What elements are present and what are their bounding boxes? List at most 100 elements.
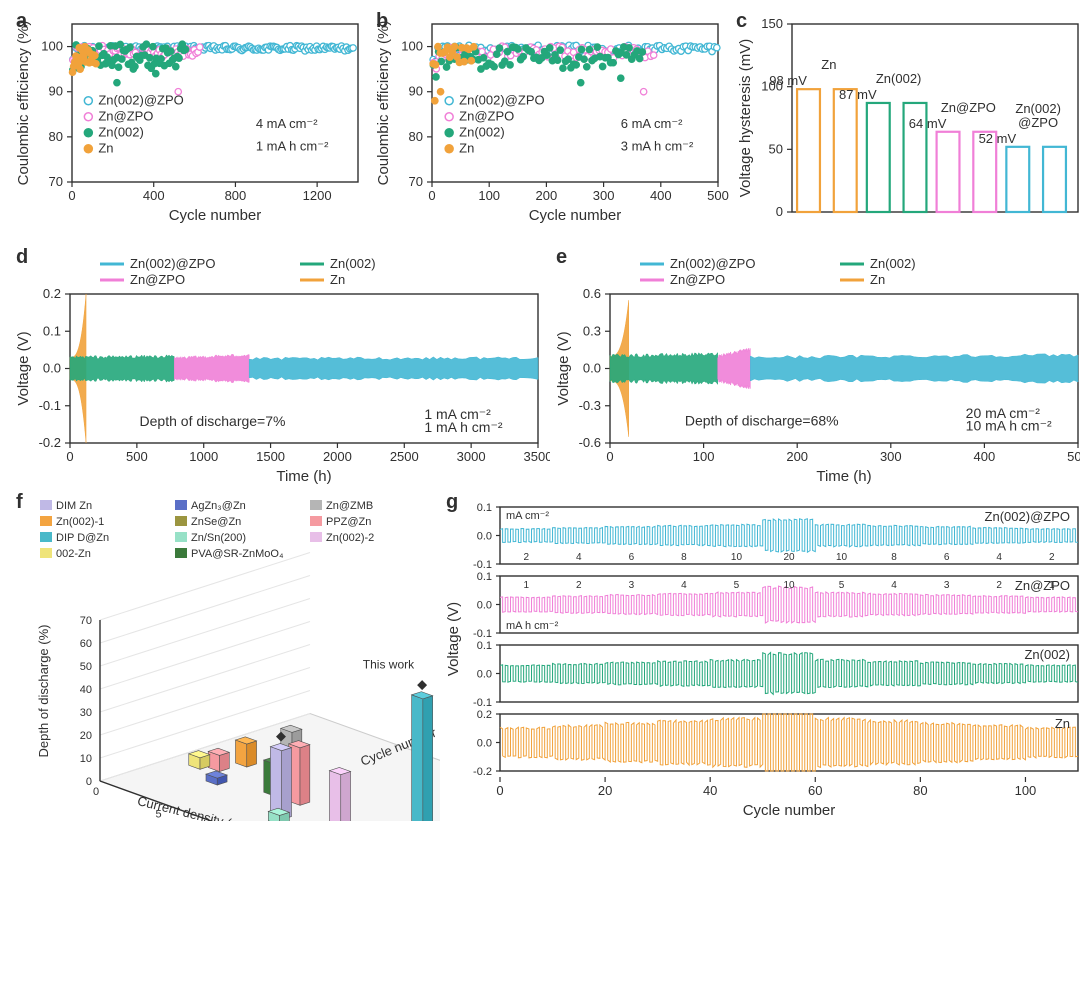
svg-text:DIP D@Zn: DIP D@Zn [56, 532, 109, 544]
svg-text:-0.3: -0.3 [579, 398, 601, 413]
svg-text:0.2: 0.2 [43, 286, 61, 301]
svg-text:Depth of discharge=68%: Depth of discharge=68% [685, 413, 839, 429]
panel-label: f [16, 491, 23, 514]
panel-label: d [16, 246, 28, 269]
svg-text:10 mA h cm⁻²: 10 mA h cm⁻² [966, 418, 1052, 434]
figure-grid: a04008001200708090100Cycle numberCoulomb… [10, 10, 1070, 246]
svg-text:100: 100 [693, 449, 715, 464]
svg-text:-0.2: -0.2 [39, 435, 61, 450]
svg-text:500: 500 [707, 188, 729, 203]
svg-text:800: 800 [225, 188, 247, 203]
svg-text:Zn: Zn [98, 141, 113, 156]
svg-text:-0.1: -0.1 [473, 628, 492, 640]
svg-text:1: 1 [523, 580, 529, 591]
svg-text:10: 10 [836, 552, 848, 563]
svg-text:Zn(002)@ZPO: Zn(002)@ZPO [98, 93, 183, 108]
svg-text:Zn: Zn [821, 57, 836, 72]
svg-text:80: 80 [49, 129, 63, 144]
svg-text:8: 8 [891, 552, 897, 563]
svg-text:mA cm⁻²: mA cm⁻² [506, 510, 549, 522]
svg-text:0.1: 0.1 [477, 502, 492, 514]
svg-text:PPZ@Zn: PPZ@Zn [326, 516, 371, 528]
svg-text:AgZn₃@Zn: AgZn₃@Zn [191, 500, 246, 512]
svg-text:Depth of discharge (%): Depth of discharge (%) [36, 625, 51, 758]
svg-text:4: 4 [681, 580, 687, 591]
svg-text:400: 400 [974, 449, 996, 464]
svg-text:20: 20 [783, 552, 795, 563]
svg-text:Zn: Zn [870, 272, 885, 287]
svg-text:Coulombic efficiency (%): Coulombic efficiency (%) [375, 21, 392, 186]
svg-text:Zn@ZPO: Zn@ZPO [1015, 578, 1070, 593]
svg-text:Zn: Zn [1055, 716, 1070, 731]
svg-text:DIM Zn: DIM Zn [56, 500, 92, 512]
svg-text:100: 100 [41, 39, 63, 54]
svg-text:This work: This work [363, 657, 415, 671]
panel-f: fDIM ZnAgZn₃@ZnZn@ZMBZn(002)-1ZnSe@ZnPPZ… [10, 491, 440, 821]
panel-label: a [16, 10, 27, 33]
svg-text:Zn: Zn [459, 141, 474, 156]
svg-text:0.0: 0.0 [43, 361, 61, 376]
svg-text:5: 5 [734, 580, 740, 591]
svg-text:1 mA h cm⁻²: 1 mA h cm⁻² [424, 419, 503, 435]
svg-text:0.1: 0.1 [477, 640, 492, 652]
svg-text:80: 80 [913, 783, 927, 798]
svg-text:5: 5 [839, 580, 845, 591]
svg-text:0.2: 0.2 [477, 709, 492, 721]
svg-text:-0.1: -0.1 [39, 398, 61, 413]
svg-text:400: 400 [143, 188, 165, 203]
svg-text:0.0: 0.0 [583, 361, 601, 376]
svg-text:3: 3 [629, 580, 635, 591]
svg-text:Zn@ZPO: Zn@ZPO [98, 109, 153, 124]
svg-text:◆: ◆ [276, 728, 286, 743]
svg-text:0: 0 [776, 204, 783, 219]
panel-c: c050100150Voltage hysteresis (mV)Zn98 mV… [730, 10, 1080, 230]
svg-text:@ZPO: @ZPO [1018, 115, 1058, 130]
svg-text:2500: 2500 [390, 449, 419, 464]
svg-text:70: 70 [49, 174, 63, 189]
svg-text:100: 100 [401, 39, 423, 54]
svg-text:8: 8 [681, 552, 687, 563]
svg-text:Voltage (V): Voltage (V) [445, 602, 462, 676]
svg-text:3000: 3000 [457, 449, 486, 464]
svg-text:-0.1: -0.1 [473, 559, 492, 571]
svg-text:-0.6: -0.6 [579, 435, 601, 450]
svg-text:Zn: Zn [330, 272, 345, 287]
svg-text:4: 4 [996, 552, 1002, 563]
svg-text:Zn(002): Zn(002) [98, 125, 144, 140]
svg-text:1200: 1200 [303, 188, 332, 203]
svg-text:200: 200 [786, 449, 808, 464]
svg-text:002-Zn: 002-Zn [56, 548, 91, 560]
panel-a: a04008001200708090100Cycle numberCoulomb… [10, 10, 370, 230]
svg-text:98 mV: 98 mV [769, 73, 807, 88]
svg-text:Zn@ZPO: Zn@ZPO [130, 272, 185, 287]
svg-text:10: 10 [731, 552, 743, 563]
svg-text:4 mA cm⁻²: 4 mA cm⁻² [256, 116, 318, 131]
svg-text:0.1: 0.1 [477, 571, 492, 583]
svg-text:52 mV: 52 mV [979, 131, 1017, 146]
svg-text:Zn(002): Zn(002) [876, 71, 922, 86]
svg-text:3 mA h cm⁻²: 3 mA h cm⁻² [621, 138, 694, 153]
svg-text:4: 4 [891, 580, 897, 591]
svg-text:0.0: 0.0 [477, 531, 492, 543]
svg-text:2: 2 [576, 580, 582, 591]
svg-text:150: 150 [761, 16, 783, 31]
svg-text:mA h cm⁻²: mA h cm⁻² [506, 620, 559, 632]
svg-text:Depth of discharge=7%: Depth of discharge=7% [140, 413, 286, 429]
svg-text:-0.2: -0.2 [473, 766, 492, 778]
panel-label: g [446, 491, 458, 514]
svg-text:80: 80 [409, 129, 423, 144]
svg-text:0: 0 [606, 449, 613, 464]
svg-text:Zn(002)-1: Zn(002)-1 [56, 516, 104, 528]
svg-text:Zn@ZPO: Zn@ZPO [941, 100, 996, 115]
svg-text:300: 300 [880, 449, 902, 464]
svg-text:6: 6 [629, 552, 635, 563]
svg-text:1000: 1000 [189, 449, 218, 464]
svg-text:40: 40 [703, 783, 717, 798]
svg-text:2: 2 [1049, 552, 1055, 563]
svg-text:Zn(002): Zn(002) [870, 256, 916, 271]
svg-text:100: 100 [1015, 783, 1037, 798]
svg-text:0: 0 [93, 786, 99, 798]
svg-text:300: 300 [593, 188, 615, 203]
svg-text:40: 40 [80, 684, 92, 696]
svg-text:0: 0 [68, 188, 75, 203]
